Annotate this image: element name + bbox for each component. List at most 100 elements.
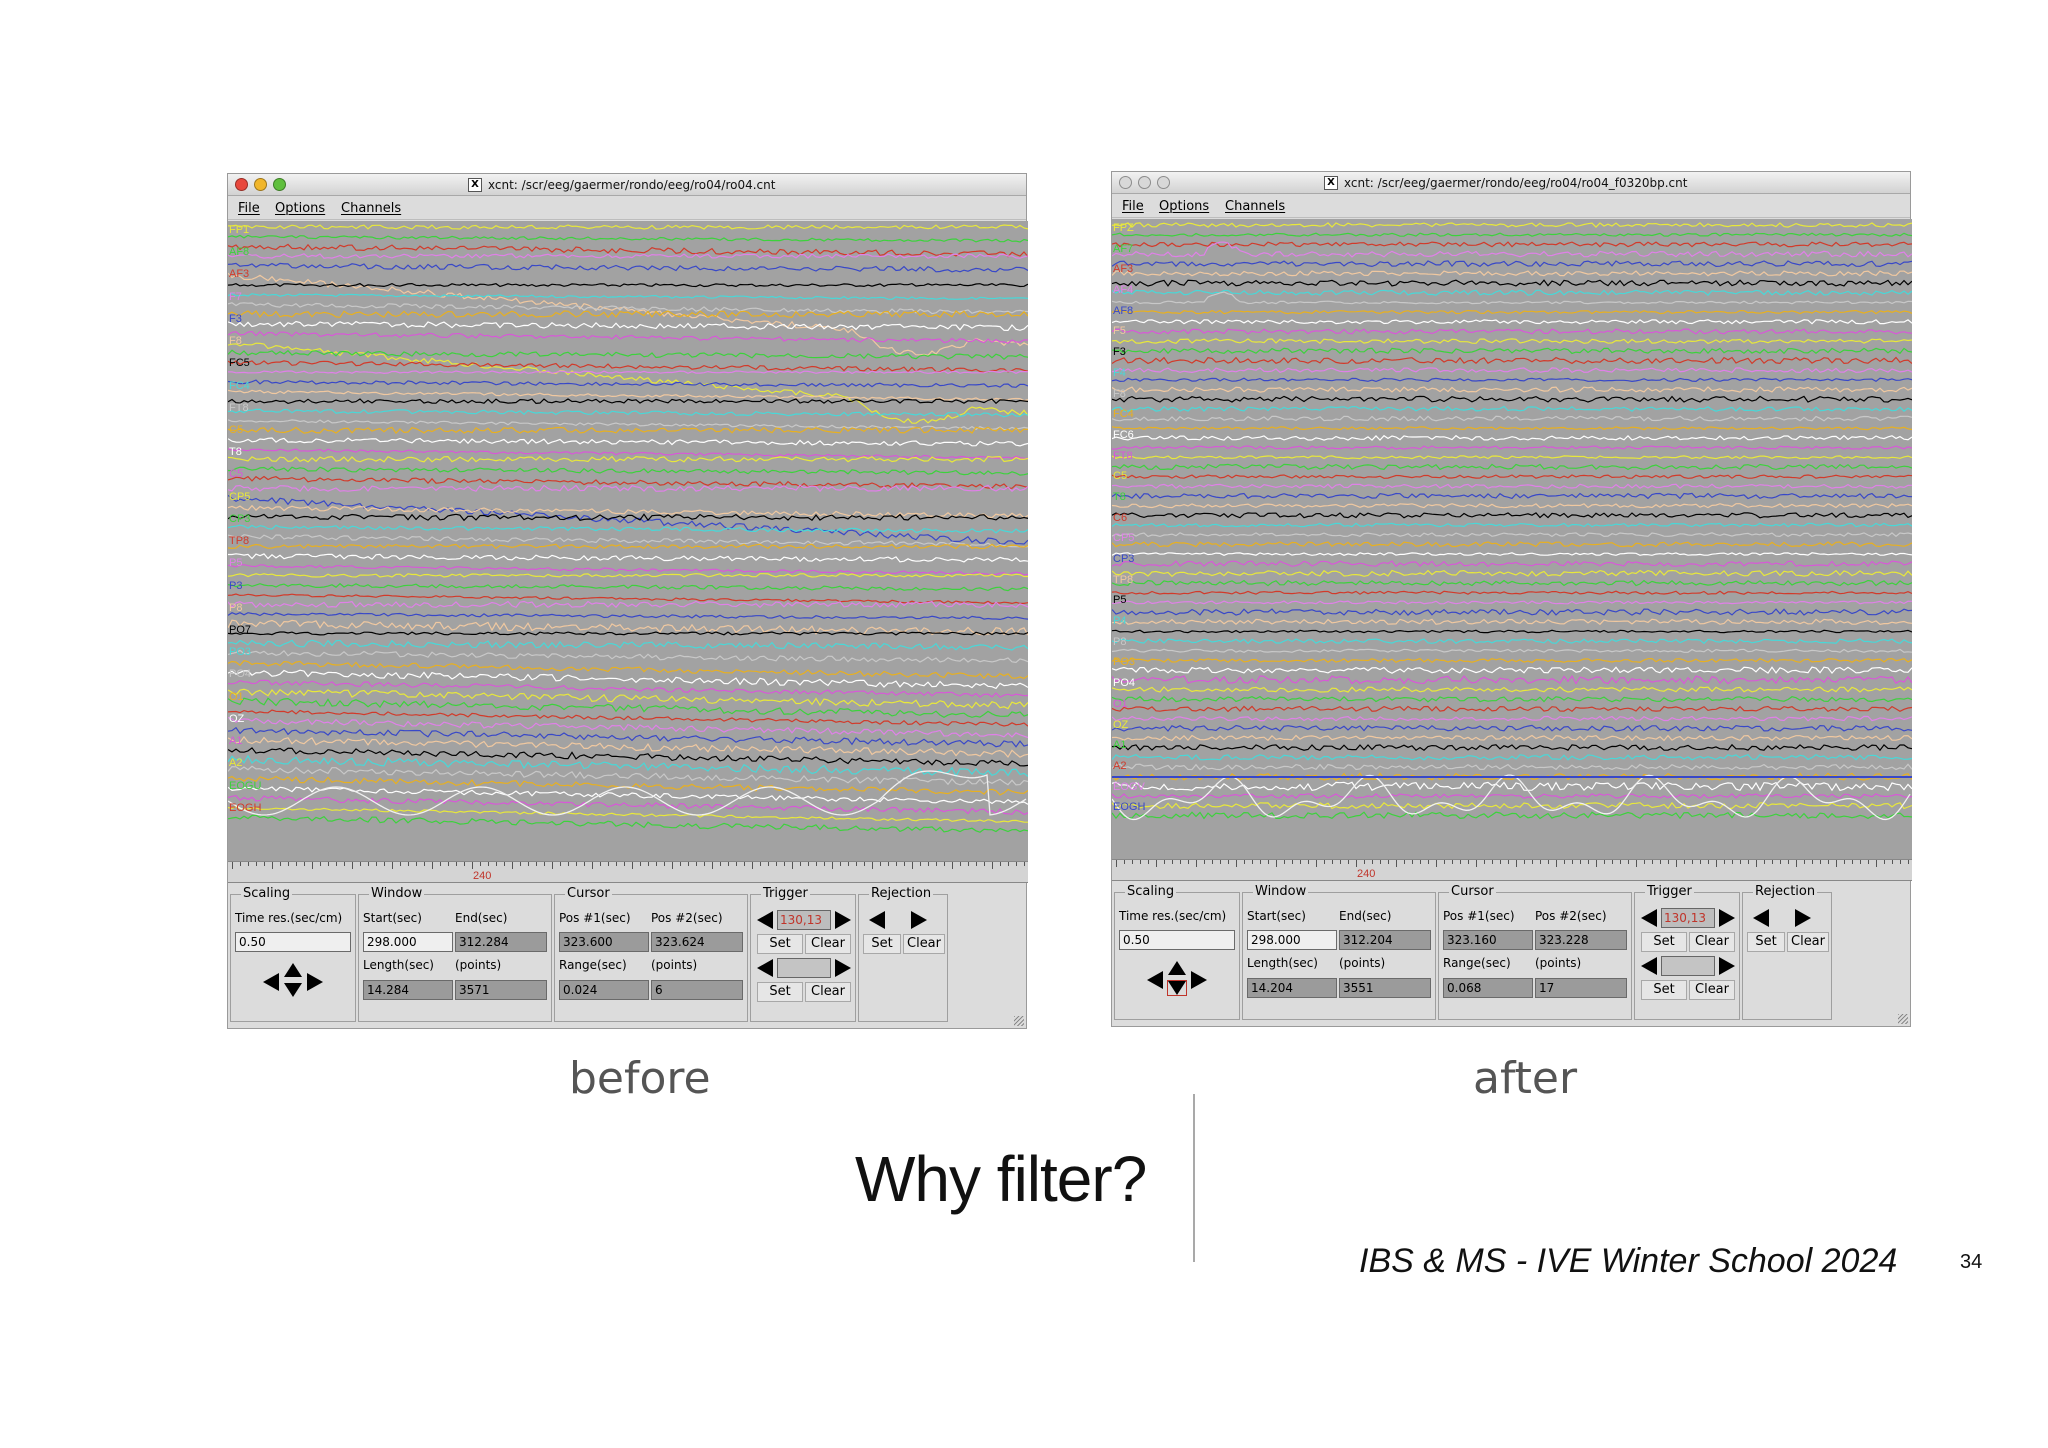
menu-file[interactable]: File <box>238 201 260 216</box>
minimize-button[interactable] <box>254 178 267 191</box>
trigger-clear-button[interactable]: Clear <box>1689 932 1735 952</box>
scale-up-arrow-icon[interactable] <box>284 963 302 977</box>
channel-label[interactable]: AF8 <box>229 246 250 259</box>
channel-label[interactable]: FC5 <box>229 357 250 370</box>
marker-set-button[interactable]: Set <box>757 982 803 1002</box>
end-value[interactable]: 312.284 <box>455 932 547 952</box>
scale-down-arrow-icon[interactable] <box>284 983 302 997</box>
trigger-clear-button[interactable]: Clear <box>805 934 851 954</box>
channel-label[interactable]: P8 <box>1113 635 1127 648</box>
time-res-input[interactable]: 0.50 <box>1119 930 1235 950</box>
marker-field[interactable] <box>777 958 831 978</box>
channel-label[interactable]: PO4 <box>1113 677 1136 690</box>
channel-label[interactable]: F8 <box>1113 387 1126 400</box>
trigger-next-icon[interactable] <box>835 911 851 929</box>
end-value[interactable]: 312.204 <box>1339 930 1431 950</box>
scale-up-arrow-icon[interactable] <box>1168 961 1186 975</box>
channel-label[interactable]: AF8 <box>1113 304 1134 317</box>
range-value[interactable]: 0.068 <box>1443 978 1533 998</box>
channel-label[interactable]: EOGH <box>1113 801 1146 814</box>
eeg-trace-plot[interactable]: FPZ AF7 AF3 AF4 AF8 F5 F3 F4 F8 FC4 FC6 FT8 C5 T8 C6 CP… <box>1112 219 1912 859</box>
channel-label[interactable]: PO3 <box>1113 656 1136 669</box>
channel-label[interactable]: P4 <box>1113 615 1127 628</box>
rejection-prev-icon[interactable] <box>869 911 885 929</box>
resize-grip-icon[interactable] <box>1898 1014 1908 1024</box>
marker-next-icon[interactable] <box>1719 957 1735 975</box>
close-button[interactable] <box>235 178 248 191</box>
channel-label[interactable]: AF3 <box>229 268 250 281</box>
rejection-set-button[interactable]: Set <box>863 934 901 954</box>
channel-label[interactable]: A2 <box>229 757 243 770</box>
channel-label[interactable]: F8 <box>229 335 242 348</box>
marker-prev-icon[interactable] <box>757 959 773 977</box>
scale-left-arrow-icon[interactable] <box>1147 971 1163 989</box>
menu-file[interactable]: File <box>1122 199 1144 214</box>
channel-label[interactable]: F5 <box>1113 325 1126 338</box>
time-ruler[interactable]: 240 <box>228 861 1028 883</box>
length-value[interactable]: 14.204 <box>1247 978 1337 998</box>
scale-down-arrow-icon[interactable] <box>1167 980 1187 996</box>
channel-label[interactable]: P3 <box>229 579 243 592</box>
menu-options[interactable]: Options <box>1159 199 1210 214</box>
marker-field[interactable] <box>1661 956 1715 976</box>
trigger-set-button[interactable]: Set <box>757 934 803 954</box>
channel-label[interactable]: TP8 <box>229 535 250 548</box>
scale-left-arrow-icon[interactable] <box>263 973 279 991</box>
channel-label[interactable]: FPZ <box>1113 222 1134 234</box>
channel-label[interactable]: F3 <box>229 312 242 325</box>
marker-clear-button[interactable]: Clear <box>805 982 851 1002</box>
channel-label[interactable]: O1 <box>1113 697 1128 710</box>
channel-label[interactable]: FC4 <box>229 379 250 392</box>
channel-label[interactable]: F3 <box>1113 346 1126 359</box>
channel-label[interactable]: AF3 <box>1113 263 1134 276</box>
channel-label[interactable]: F4 <box>1113 366 1126 379</box>
channel-label[interactable]: EOGV <box>1113 780 1145 793</box>
marker-next-icon[interactable] <box>835 959 851 977</box>
range-value[interactable]: 0.024 <box>559 980 649 1000</box>
trigger-set-button[interactable]: Set <box>1641 932 1687 952</box>
channel-label[interactable]: C5 <box>229 424 244 436</box>
maximize-button[interactable] <box>1157 176 1170 189</box>
channel-label[interactable]: O1 <box>229 690 244 703</box>
window-points-value[interactable]: 3571 <box>455 980 547 1000</box>
pos2-value[interactable]: 323.228 <box>1535 930 1627 950</box>
channel-label[interactable]: EOGU <box>229 779 262 792</box>
eeg-trace-plot[interactable]: FP1 AF8 AF3 F7 F3 F8 FC5 FC4 FT8 C5 T8 C5 CP5 CP3 TP8 P… <box>228 221 1028 861</box>
time-res-input[interactable]: 0.50 <box>235 932 351 952</box>
rejection-prev-icon[interactable] <box>1753 909 1769 927</box>
channel-label[interactable]: T8 <box>229 446 242 459</box>
channel-label[interactable]: CP5 <box>229 490 251 503</box>
time-ruler[interactable]: 240 <box>1112 859 1912 881</box>
channel-label[interactable]: P5 <box>1113 594 1127 607</box>
start-input[interactable]: 298.000 <box>1247 930 1337 950</box>
channel-label[interactable]: A2 <box>1113 759 1127 772</box>
channel-label[interactable]: CP3 <box>229 512 251 525</box>
rejection-clear-button[interactable]: Clear <box>903 934 945 954</box>
length-value[interactable]: 14.284 <box>363 980 453 1000</box>
maximize-button[interactable] <box>273 178 286 191</box>
scale-right-arrow-icon[interactable] <box>1191 971 1207 989</box>
menu-channels[interactable]: Channels <box>341 201 402 216</box>
channel-label[interactable]: T8 <box>1113 490 1126 503</box>
channel-label[interactable]: AF4 <box>1113 284 1134 297</box>
close-button[interactable] <box>1119 176 1132 189</box>
channel-label[interactable]: A1 <box>229 735 243 748</box>
channel-label[interactable]: FT8 <box>229 401 249 414</box>
channel-label[interactable]: C5 <box>229 468 244 481</box>
resize-grip-icon[interactable] <box>1014 1016 1024 1026</box>
channel-label[interactable]: CP5 <box>1113 532 1135 545</box>
rejection-set-button[interactable]: Set <box>1747 932 1785 952</box>
channel-label[interactable]: PO7 <box>229 624 252 636</box>
channel-label[interactable]: CP3 <box>1113 553 1135 566</box>
trigger-next-icon[interactable] <box>1719 909 1735 927</box>
channel-label[interactable]: FP1 <box>229 224 250 236</box>
marker-set-button[interactable]: Set <box>1641 980 1687 1000</box>
channel-label[interactable]: C5 <box>1113 470 1128 483</box>
cursor-points-value[interactable]: 6 <box>651 980 743 1000</box>
menu-options[interactable]: Options <box>275 201 326 216</box>
channel-label[interactable]: EOGH <box>229 801 262 814</box>
trigger-value[interactable]: 130,13 <box>1661 908 1715 928</box>
channel-label[interactable]: P5 <box>229 557 243 570</box>
channel-label[interactable]: A1 <box>1113 739 1127 752</box>
channel-label[interactable]: P8 <box>229 601 243 614</box>
